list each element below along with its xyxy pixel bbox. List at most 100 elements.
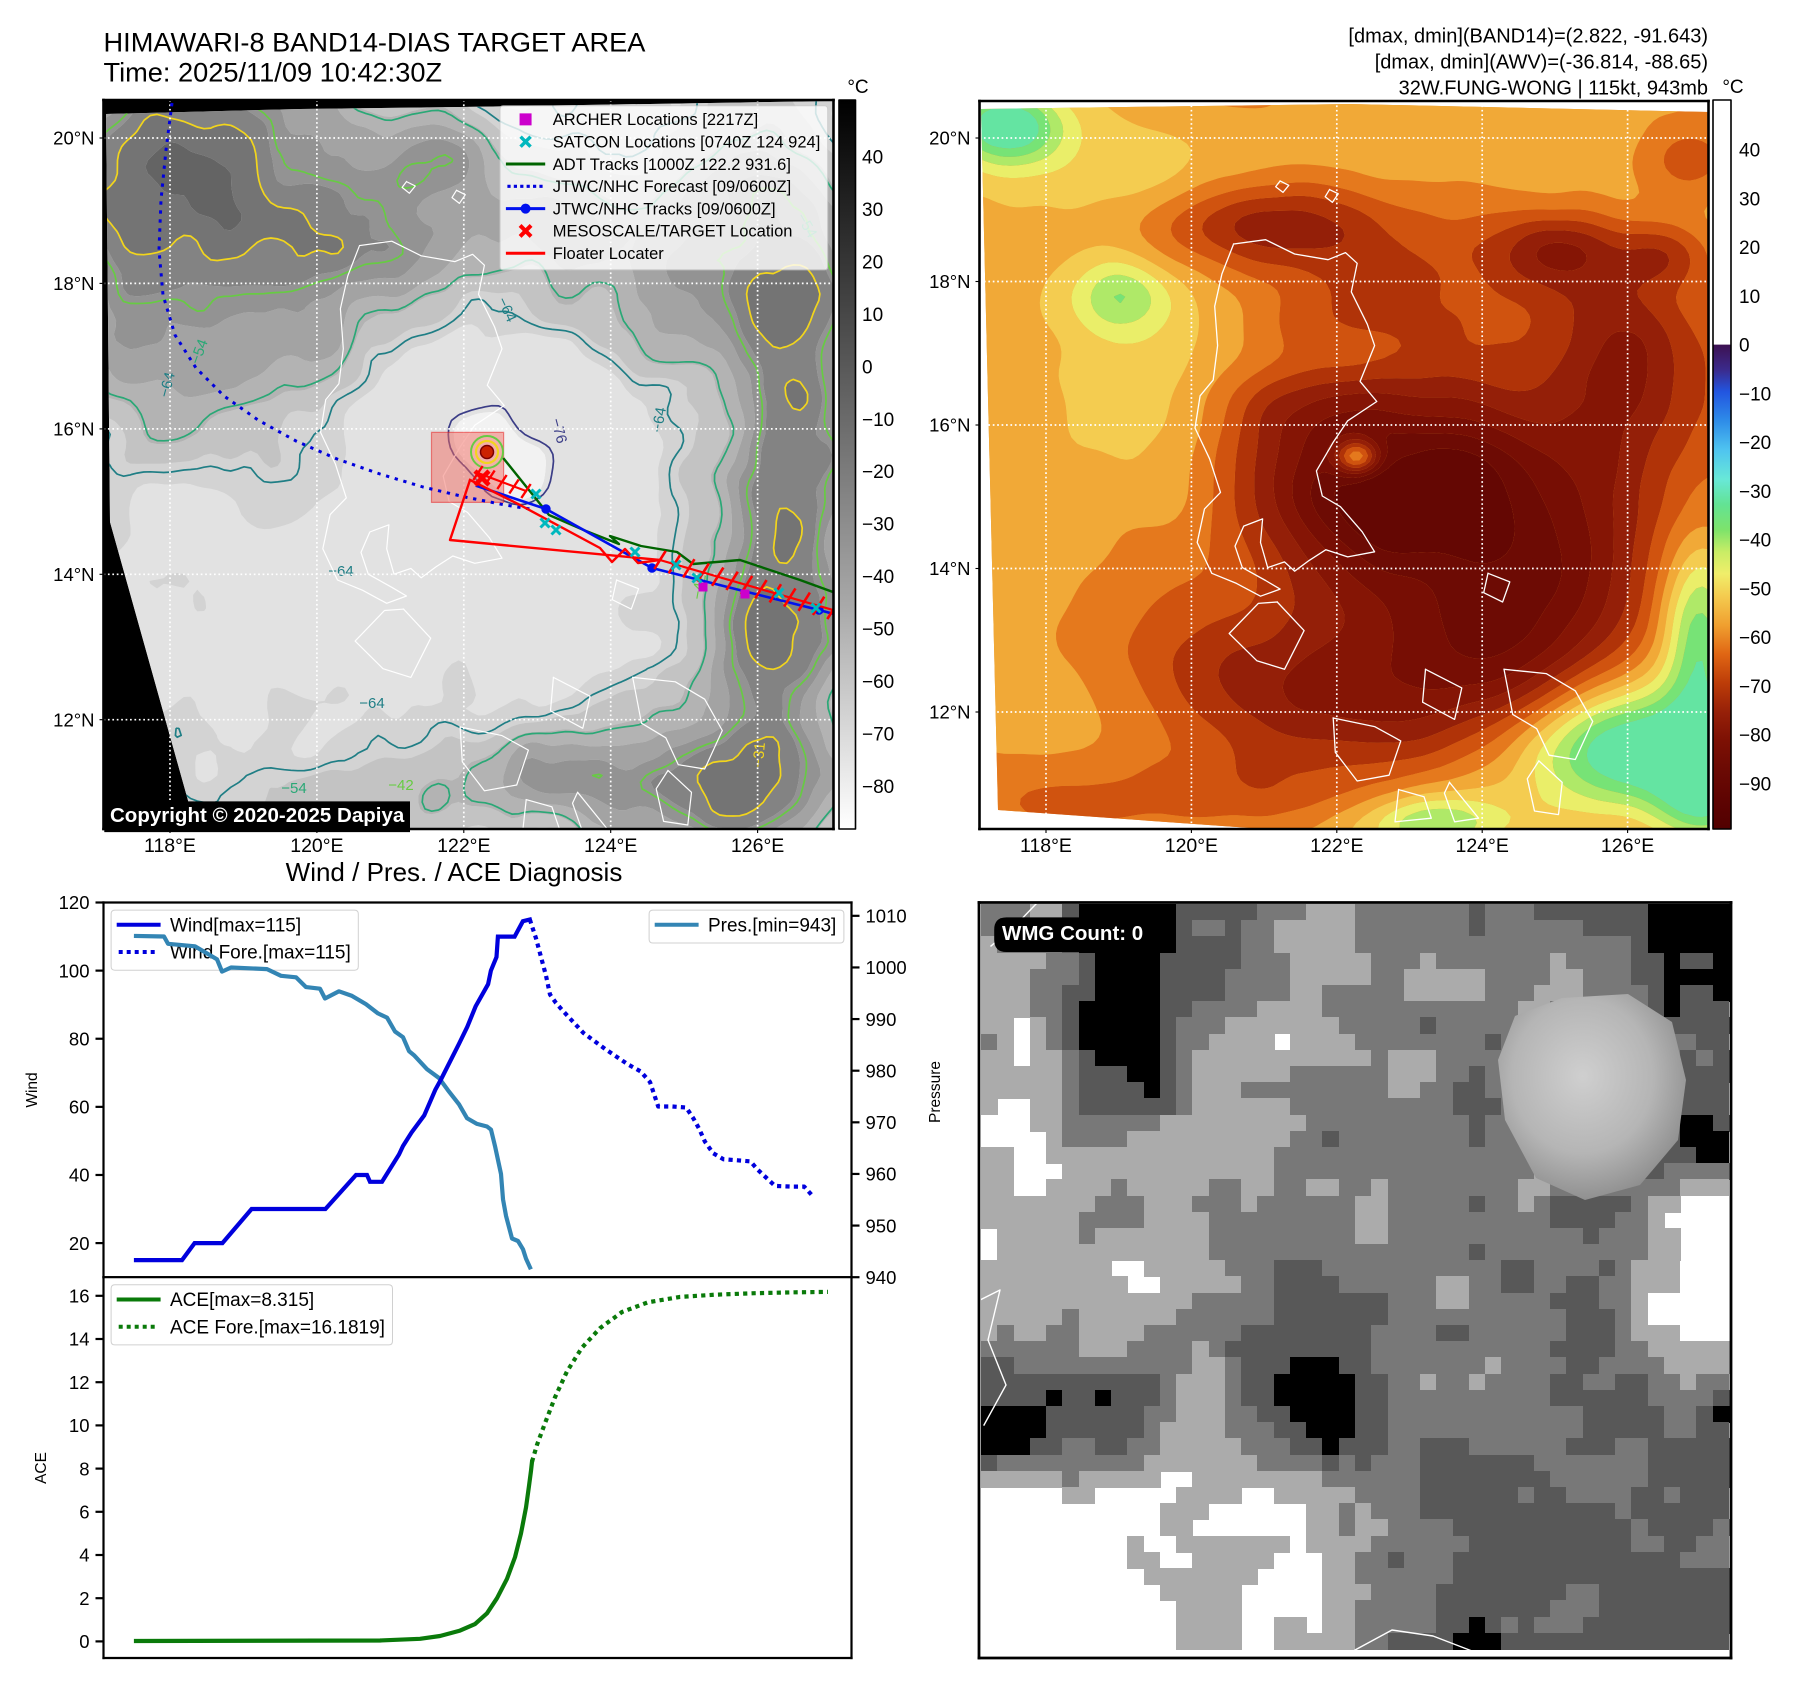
svg-text:Pres.[min=943]: Pres.[min=943] (708, 915, 836, 936)
svg-text:°C: °C (847, 77, 868, 98)
svg-text:ACE[max=8.315]: ACE[max=8.315] (170, 1290, 314, 1311)
svg-text:10: 10 (1739, 287, 1760, 308)
svg-text:120°E: 120°E (1165, 835, 1218, 857)
svg-text:2: 2 (79, 1588, 89, 1609)
svg-text:Wind: Wind (24, 1072, 41, 1107)
svg-text:0: 0 (79, 1631, 89, 1652)
svg-text:10: 10 (69, 1415, 90, 1436)
svg-text:20: 20 (862, 252, 883, 273)
svg-text:−30: −30 (862, 515, 894, 536)
svg-text:−50: −50 (862, 620, 894, 641)
svg-text:1000: 1000 (866, 957, 907, 978)
svg-text:ACE: ACE (33, 1452, 50, 1484)
svg-text:−70: −70 (862, 724, 894, 745)
svg-text:20°N: 20°N (929, 128, 970, 149)
svg-text:940: 940 (866, 1267, 897, 1288)
svg-text:−40: −40 (862, 567, 894, 588)
svg-text:MESOSCALE/TARGET Location: MESOSCALE/TARGET Location (553, 223, 793, 241)
svg-text:100: 100 (59, 960, 90, 981)
svg-text:18°N: 18°N (929, 271, 970, 292)
svg-text:14°N: 14°N (929, 558, 970, 579)
svg-text:16°N: 16°N (53, 419, 94, 440)
svg-text:−60: −60 (1739, 628, 1771, 649)
svg-text:−76: −76 (547, 416, 570, 445)
svg-text:960: 960 (866, 1164, 897, 1185)
svg-text:10: 10 (862, 305, 883, 326)
svg-text:Pressure: Pressure (927, 1061, 944, 1123)
svg-text:40: 40 (69, 1165, 90, 1186)
svg-text:Wind / Pres. / ACE Diagnosis: Wind / Pres. / ACE Diagnosis (286, 857, 623, 887)
svg-text:120: 120 (59, 892, 90, 913)
svg-text:−54: −54 (281, 780, 306, 797)
svg-text:12°N: 12°N (929, 702, 970, 723)
svg-text:ARCHER Locations [2217Z]: ARCHER Locations [2217Z] (553, 111, 758, 129)
svg-text:4: 4 (79, 1545, 89, 1566)
svg-text:HIMAWARI-8 BAND14-DIAS TARGET: HIMAWARI-8 BAND14-DIAS TARGET AREA (104, 27, 647, 58)
svg-text:124°E: 124°E (584, 835, 637, 857)
svg-text:−20: −20 (862, 462, 894, 483)
svg-text:−70: −70 (1739, 677, 1771, 698)
svg-text:−64: −64 (328, 563, 353, 580)
svg-text:60: 60 (69, 1097, 90, 1118)
svg-text:950: 950 (866, 1215, 897, 1236)
svg-text:14: 14 (69, 1329, 90, 1350)
svg-text:[dmax, dmin](AWV)=(-36.814, -8: [dmax, dmin](AWV)=(-36.814, -88.65) (1375, 52, 1708, 74)
svg-text:32W.FUNG-WONG | 115kt, 943mb: 32W.FUNG-WONG | 115kt, 943mb (1399, 78, 1708, 100)
svg-text:80: 80 (69, 1028, 90, 1049)
svg-text:JTWC/NHC Tracks [09/0600Z]: JTWC/NHC Tracks [09/0600Z] (553, 200, 776, 218)
svg-text:−10: −10 (862, 410, 894, 431)
svg-text:0: 0 (862, 357, 873, 378)
svg-text:118°E: 118°E (144, 835, 196, 857)
svg-text:990: 990 (866, 1009, 897, 1030)
svg-text:14°N: 14°N (53, 564, 94, 585)
svg-text:18°N: 18°N (53, 273, 94, 294)
svg-text:Wind[max=115]: Wind[max=115] (170, 915, 301, 936)
svg-text:Floater Locater: Floater Locater (553, 245, 664, 263)
svg-text:−42: −42 (388, 777, 413, 794)
svg-text:−40: −40 (1739, 531, 1771, 552)
svg-text:40: 40 (1739, 141, 1760, 162)
svg-text:ACE Fore.[max=16.1819]: ACE Fore.[max=16.1819] (170, 1317, 385, 1338)
svg-text:−64: −64 (649, 406, 670, 434)
svg-text:−80: −80 (862, 777, 894, 798)
svg-text:124°E: 124°E (1456, 835, 1509, 857)
svg-text:°C: °C (1722, 77, 1743, 98)
svg-text:980: 980 (866, 1060, 897, 1081)
svg-text:−80: −80 (1739, 726, 1771, 747)
svg-text:970: 970 (866, 1112, 897, 1133)
svg-text:−10: −10 (1739, 384, 1771, 405)
svg-text:6: 6 (79, 1502, 89, 1523)
svg-text:−30: −30 (1739, 482, 1771, 503)
svg-text:12°N: 12°N (53, 709, 94, 730)
svg-text:16°N: 16°N (929, 415, 970, 436)
svg-text:20°N: 20°N (53, 128, 94, 149)
svg-text:SATCON Locations [0740Z 124 92: SATCON Locations [0740Z 124 924] (553, 133, 821, 151)
svg-text:120°E: 120°E (290, 835, 343, 857)
svg-text:30: 30 (862, 200, 883, 221)
svg-text:8: 8 (79, 1458, 89, 1479)
svg-text:126°E: 126°E (1601, 835, 1654, 857)
svg-text:122°E: 122°E (437, 835, 490, 857)
svg-text:ADT Tracks [1000Z 122.2 931.6]: ADT Tracks [1000Z 122.2 931.6] (553, 156, 791, 174)
svg-text:30: 30 (1739, 189, 1760, 210)
svg-text:0: 0 (1739, 336, 1750, 357)
svg-text:16: 16 (69, 1286, 90, 1307)
svg-text:20: 20 (69, 1233, 90, 1254)
svg-text:−31: −31 (750, 742, 769, 769)
svg-text:[dmax, dmin](BAND14)=(2.822, -: [dmax, dmin](BAND14)=(2.822, -91.643) (1348, 26, 1708, 48)
svg-text:126°E: 126°E (731, 835, 784, 857)
svg-text:12: 12 (69, 1372, 90, 1393)
svg-text:−64: −64 (156, 370, 179, 399)
svg-text:−64: −64 (359, 695, 384, 712)
svg-text:−90: −90 (1739, 775, 1771, 796)
svg-text:20: 20 (1739, 238, 1760, 259)
svg-text:−20: −20 (1739, 433, 1771, 454)
svg-text:122°E: 122°E (1310, 835, 1363, 857)
svg-text:118°E: 118°E (1020, 835, 1072, 857)
svg-text:1010: 1010 (866, 906, 907, 927)
svg-text:−50: −50 (1739, 579, 1771, 600)
svg-text:Time: 2025/11/09 10:42:30Z: Time: 2025/11/09 10:42:30Z (104, 57, 443, 88)
svg-text:JTWC/NHC Forecast [09/0600Z]: JTWC/NHC Forecast [09/0600Z] (553, 178, 791, 196)
svg-text:WMG Count: 0: WMG Count: 0 (1002, 922, 1143, 945)
svg-text:−60: −60 (862, 672, 894, 693)
